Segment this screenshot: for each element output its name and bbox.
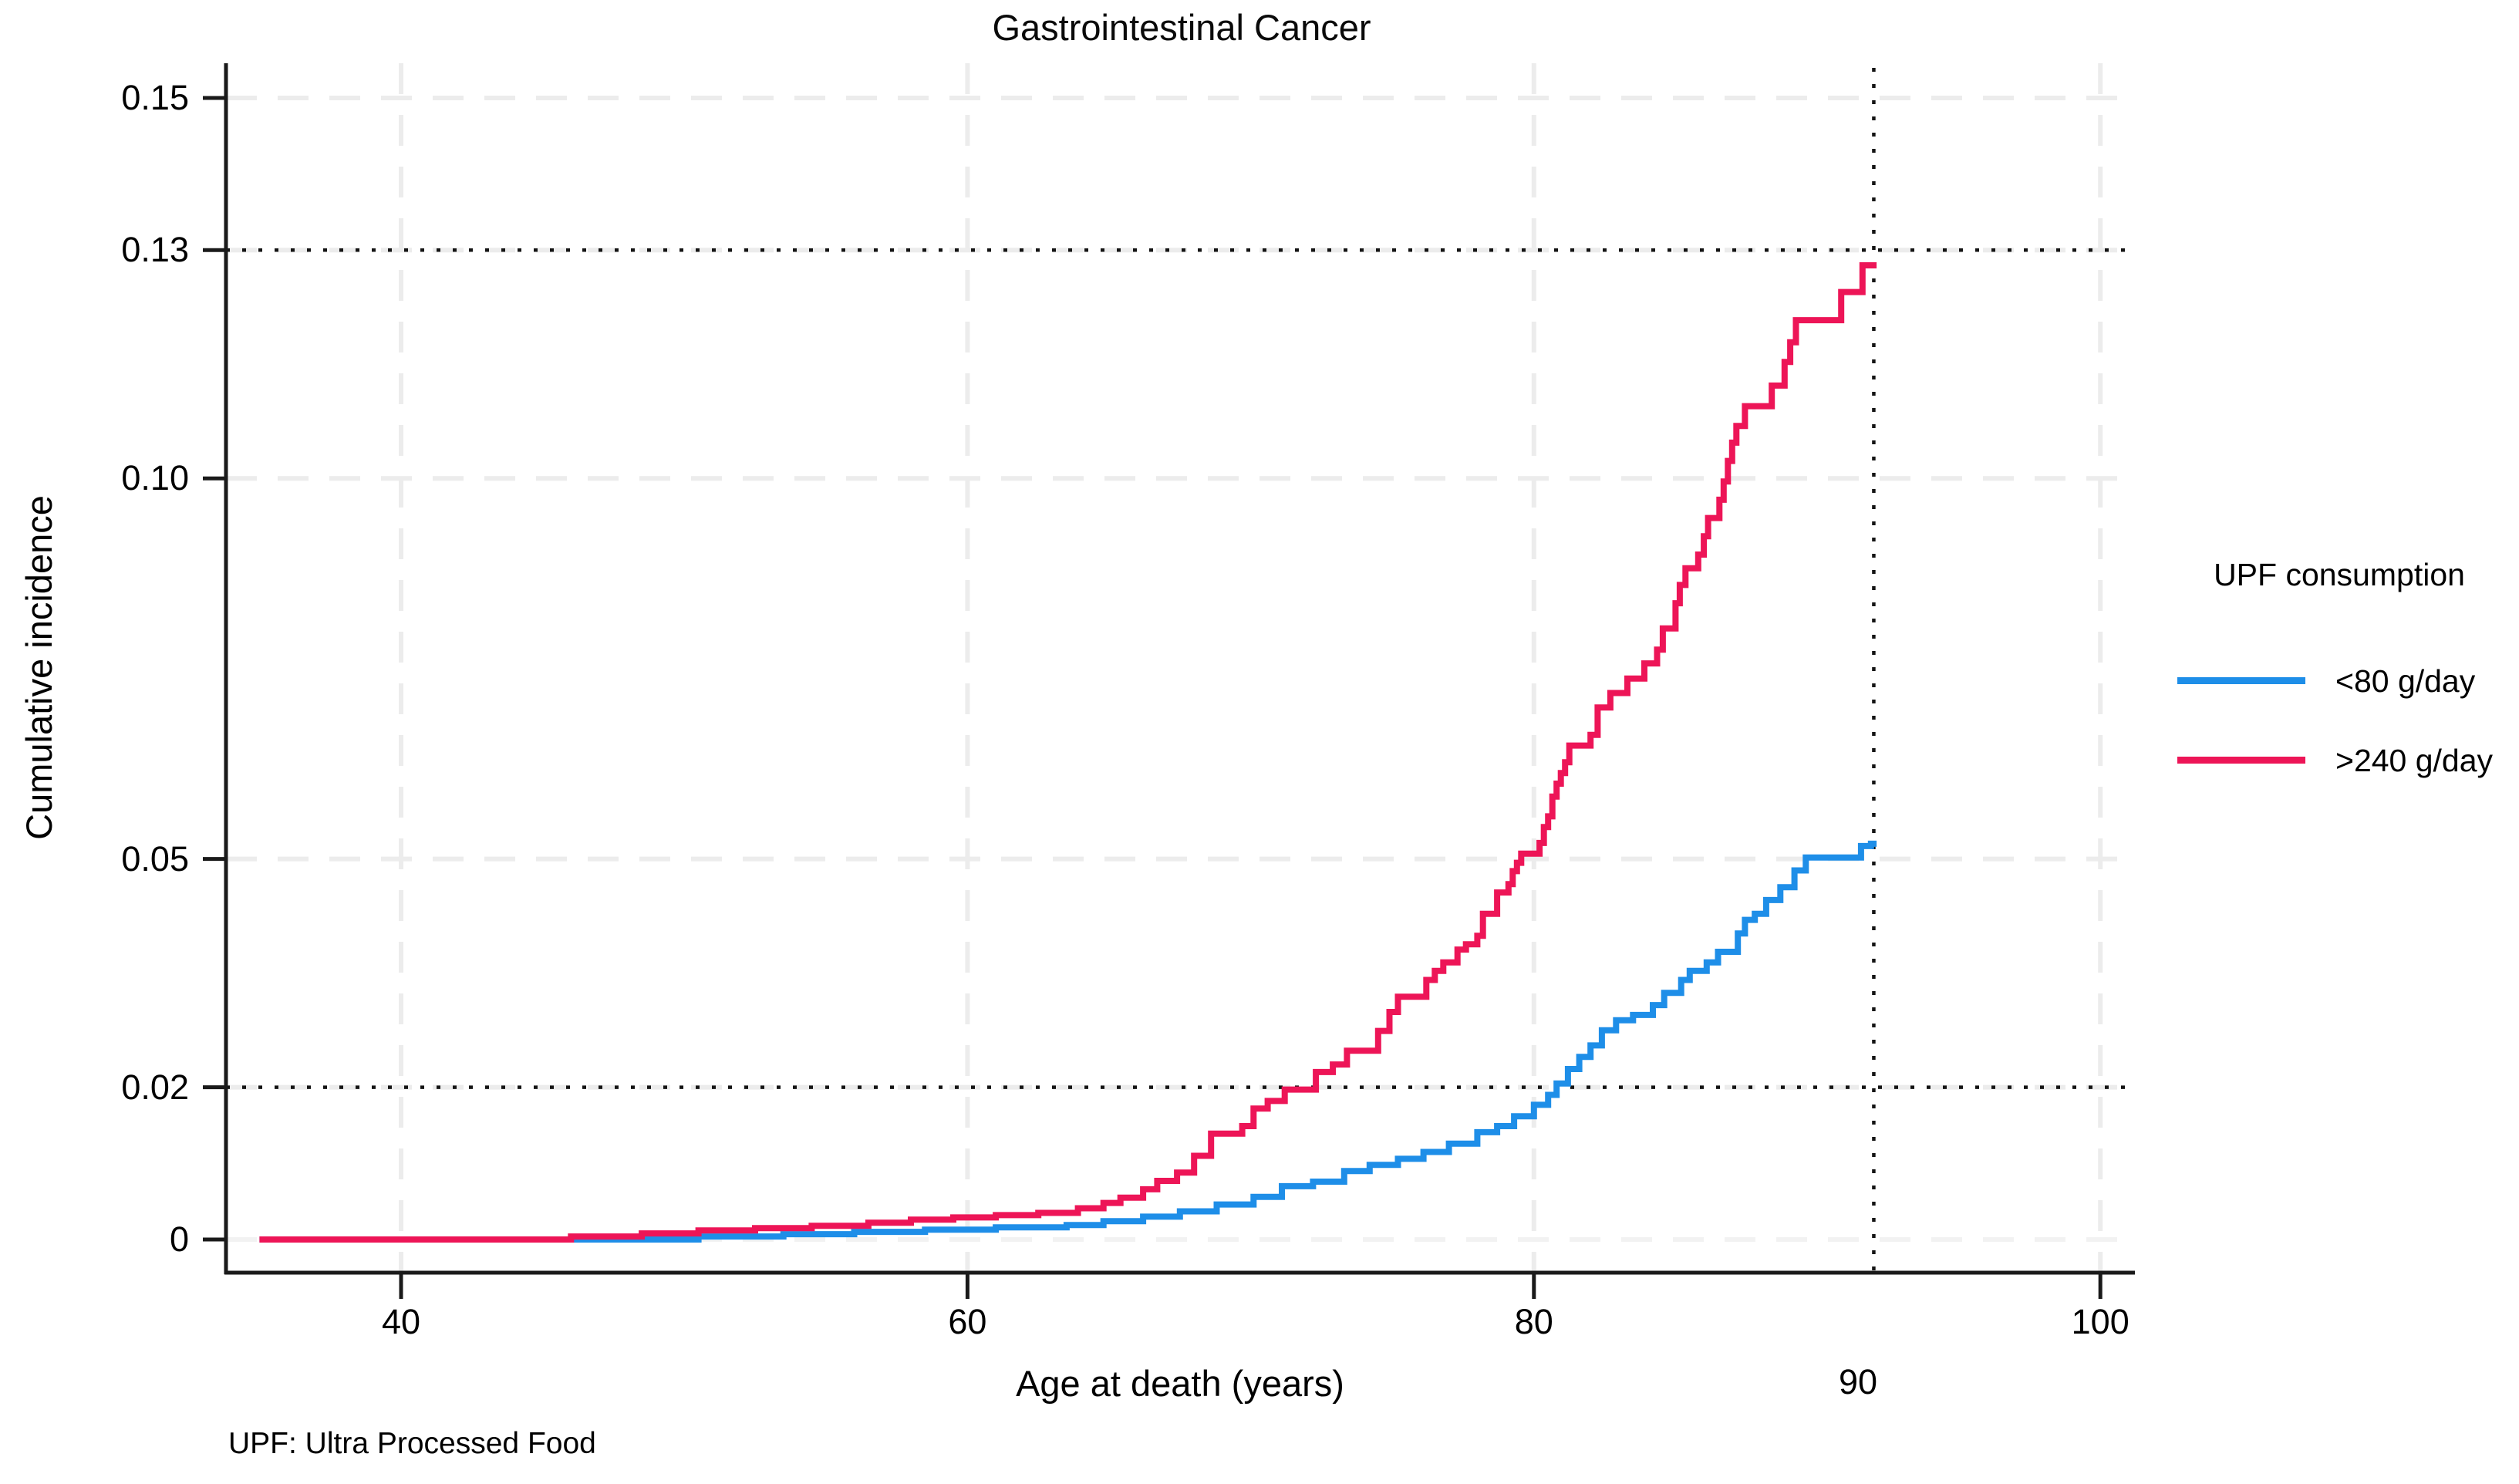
y-tick-label: 0.05	[121, 838, 189, 879]
legend-label-high-upf: >240 g/day	[2335, 743, 2494, 778]
legend-swatch-low-upf	[2177, 677, 2305, 684]
y-tick-label: 0.15	[121, 77, 189, 117]
y-tick-label: 0	[169, 1219, 189, 1259]
y-axis-title-text: Cumulative incidence	[18, 494, 59, 840]
x-annotation-90: 90	[1838, 1362, 1878, 1401]
chart-title: Gastrointestinal Cancer	[992, 7, 1371, 48]
curve-high-upf	[259, 262, 1877, 1243]
y-tick-label: 0.13	[121, 230, 189, 270]
legend-header: UPF consumption	[2214, 557, 2465, 592]
x-axis-title: Age at death (years)	[1016, 1363, 1344, 1404]
x-tick-label: 80	[1514, 1302, 1553, 1341]
legend-swatch-high-upf	[2177, 757, 2305, 764]
y-tick-label: 0.10	[121, 458, 189, 498]
curve-low-upf	[259, 840, 1877, 1243]
y-tick-label: 0.02	[121, 1067, 189, 1107]
legend-label-low-upf: <80 g/day	[2335, 663, 2476, 699]
x-tick-label: 100	[2071, 1302, 2130, 1341]
x-tick-label: 40	[381, 1302, 421, 1341]
x-tick-label: 60	[948, 1302, 987, 1341]
footnote: UPF: Ultra Processed Food	[228, 1427, 596, 1460]
